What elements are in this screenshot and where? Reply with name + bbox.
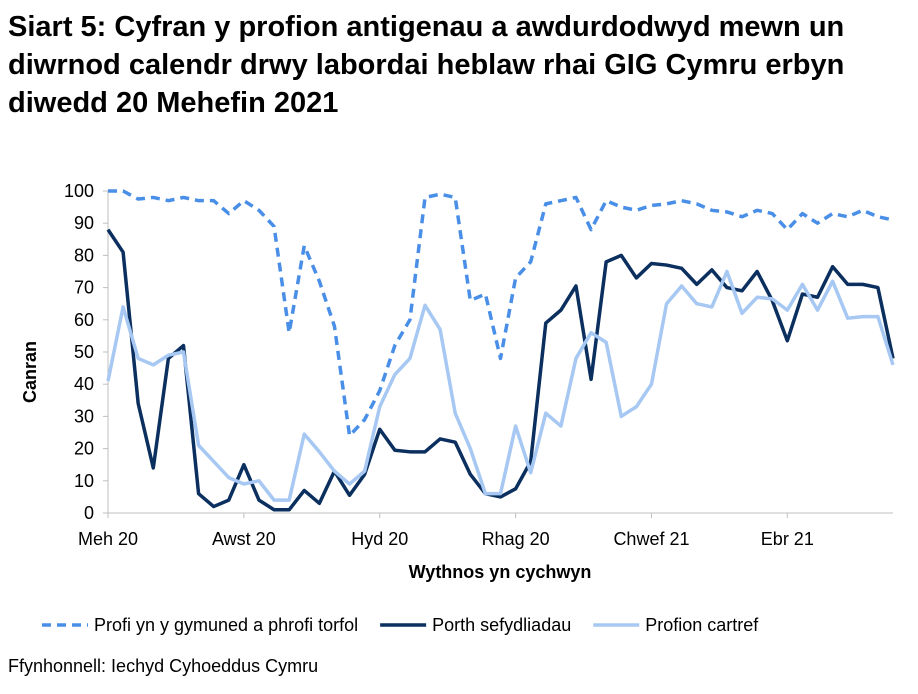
legend-label: Profion cartref <box>645 615 759 635</box>
y-axis-title: Canran <box>20 341 40 403</box>
y-tick-label: 70 <box>74 278 94 298</box>
x-tick-label: Hyd 20 <box>351 529 408 549</box>
legend-label: Porth sefydliadau <box>432 615 571 635</box>
y-tick-label: 50 <box>74 342 94 362</box>
y-tick-label: 100 <box>64 181 94 201</box>
y-tick-label: 90 <box>74 213 94 233</box>
x-tick-label: Ebr 21 <box>761 529 814 549</box>
x-tick-label: Meh 20 <box>78 529 138 549</box>
x-axis-title: Wythnos yn cychwyn <box>409 562 592 582</box>
series-line <box>108 189 894 438</box>
y-tick-label: 0 <box>84 503 94 523</box>
y-tick-label: 10 <box>74 471 94 491</box>
series-line <box>106 228 895 512</box>
source-note: Ffynhonnell: Iechyd Cyhoeddus Cymru <box>8 656 318 676</box>
y-tick-label: 60 <box>74 310 94 330</box>
y-tick-label: 40 <box>74 374 94 394</box>
chart-title: Siart 5: Cyfran y profion antigenau a aw… <box>8 11 844 119</box>
y-tick-label: 20 <box>74 439 94 459</box>
y-tick-label: 80 <box>74 245 94 265</box>
x-tick-label: Chwef 21 <box>613 529 689 549</box>
series-line <box>106 269 895 502</box>
legend-label: Profi yn y gymuned a phrofi torfol <box>94 615 358 635</box>
x-tick-label: Rhag 20 <box>482 529 550 549</box>
x-tick-label: Awst 20 <box>212 529 276 549</box>
y-tick-label: 30 <box>74 406 94 426</box>
